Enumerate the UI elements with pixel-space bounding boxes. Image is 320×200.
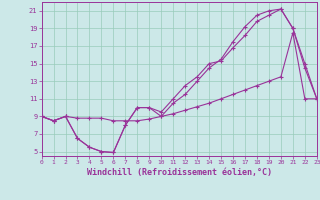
X-axis label: Windchill (Refroidissement éolien,°C): Windchill (Refroidissement éolien,°C) bbox=[87, 168, 272, 177]
